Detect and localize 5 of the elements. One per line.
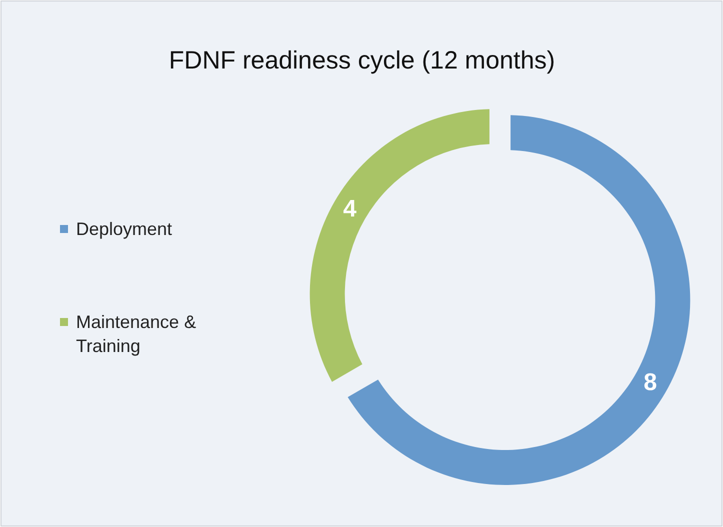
legend-label: Deployment: [76, 218, 172, 239]
legend-label: Maintenance & Training: [76, 312, 196, 356]
data-label: 4: [343, 196, 358, 223]
data-label: 8: [644, 369, 657, 396]
chart-title: FDNF readiness cycle (12 months): [168, 46, 556, 75]
